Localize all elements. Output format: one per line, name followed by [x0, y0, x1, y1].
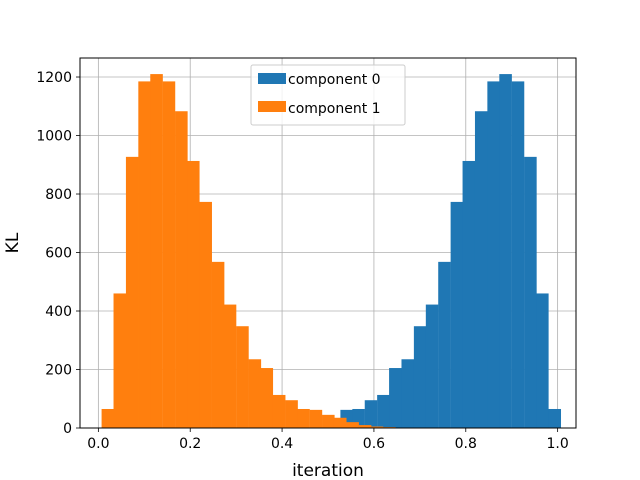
bar-component-0 — [377, 394, 390, 428]
y-tick-label: 0 — [63, 421, 72, 437]
legend: component 0 component 1 — [250, 64, 406, 126]
y-tick-label: 1000 — [36, 129, 72, 145]
bar-component-0 — [425, 304, 439, 428]
bar-component-1 — [113, 293, 127, 428]
y-axis-ticks: 0 200 400 600 800 1000 1200 — [36, 70, 80, 437]
legend-label-component-0: component 0 — [288, 72, 381, 88]
bar-component-1 — [150, 74, 163, 428]
plot-frame — [79, 57, 577, 429]
legend-swatch-component-0 — [258, 73, 286, 84]
bar-component-1 — [211, 261, 225, 428]
y-tick-label: 200 — [45, 363, 72, 379]
bar-component-0 — [401, 359, 415, 428]
bar-component-0 — [474, 111, 488, 428]
bars-layer — [101, 74, 562, 429]
bar-component-0 — [438, 261, 451, 428]
bar-component-1 — [322, 414, 335, 428]
y-tick-label: 1200 — [36, 70, 72, 86]
bar-component-0 — [389, 368, 402, 428]
bar-component-1 — [358, 425, 372, 428]
bar-component-1 — [125, 156, 139, 428]
bar-component-1 — [333, 417, 347, 428]
bar-component-0 — [487, 81, 500, 429]
x-tick-label: 0.0 — [87, 436, 109, 452]
bar-component-0 — [524, 156, 537, 428]
x-tick-label: 0.6 — [363, 436, 385, 452]
legend-swatch-component-1 — [258, 101, 286, 112]
bar-component-1 — [248, 359, 262, 428]
x-tick-label: 0.2 — [179, 436, 201, 452]
x-axis-ticks: 0.0 0.2 0.4 0.6 0.8 1.0 — [87, 428, 569, 452]
bar-component-1 — [162, 81, 176, 429]
bar-component-0 — [450, 201, 464, 428]
legend-label-component-1: component 1 — [288, 101, 381, 117]
x-tick-label: 0.4 — [271, 436, 293, 452]
bar-component-1 — [101, 408, 115, 428]
bar-component-1 — [187, 160, 200, 428]
y-tick-label: 800 — [45, 187, 72, 203]
x-tick-label: 1.0 — [546, 436, 568, 452]
y-axis-label: KL — [3, 232, 23, 253]
bar-component-0 — [499, 74, 512, 428]
x-tick-label: 0.8 — [455, 436, 477, 452]
bar-component-0 — [462, 160, 476, 428]
bar-component-0 — [364, 400, 378, 428]
bar-component-1 — [236, 326, 249, 428]
bar-component-1 — [223, 304, 237, 428]
bar-component-1 — [297, 408, 310, 428]
bar-component-0 — [536, 293, 549, 428]
bar-component-1 — [346, 422, 359, 428]
x-axis-label: iteration — [292, 461, 364, 480]
bar-component-1 — [260, 368, 274, 428]
y-tick-label: 400 — [45, 304, 72, 320]
y-tick-label: 600 — [45, 246, 72, 262]
legend-box — [250, 64, 406, 126]
bar-component-0 — [548, 408, 562, 428]
bar-component-1 — [175, 111, 188, 428]
bar-component-1 — [309, 409, 323, 428]
bar-component-1 — [272, 394, 286, 428]
bar-component-0 — [511, 81, 525, 429]
bar-component-1 — [199, 201, 212, 428]
bar-component-1 — [138, 81, 151, 429]
bar-component-0 — [413, 326, 427, 428]
bar-component-1 — [370, 426, 384, 428]
bar-component-1 — [285, 400, 298, 428]
